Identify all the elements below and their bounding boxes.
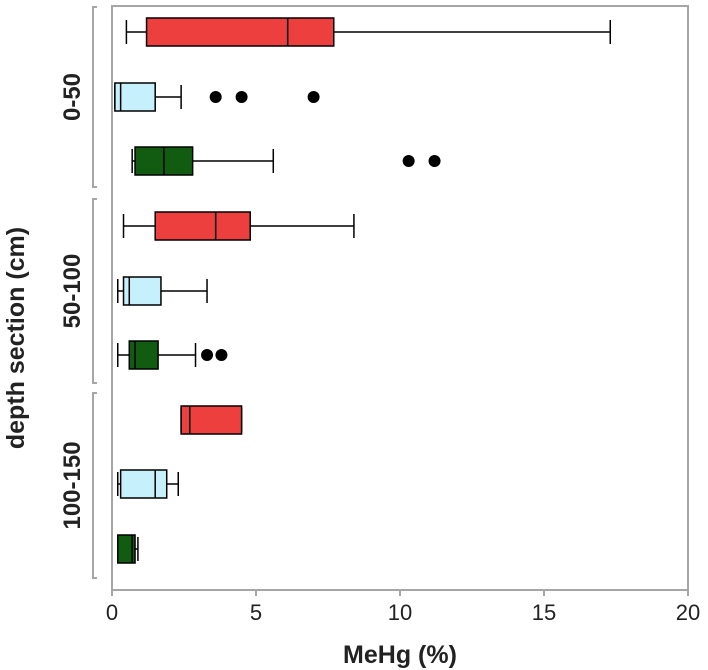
plot-frame xyxy=(111,5,689,591)
box-0-50-light-blue xyxy=(114,82,320,112)
iqr-box xyxy=(117,534,136,564)
group-label: 100-150 xyxy=(59,441,86,529)
outlier-point xyxy=(235,91,248,103)
group-bracket xyxy=(92,392,97,579)
outlier-point xyxy=(201,349,214,361)
x-tick-label: 5 xyxy=(250,600,262,625)
iqr-box xyxy=(128,340,159,370)
x-tick-label: 0 xyxy=(106,600,118,625)
group-bracket xyxy=(92,198,97,384)
box-50-100-red xyxy=(122,211,355,241)
outlier-point xyxy=(209,91,222,103)
box-0-50-red xyxy=(125,17,611,47)
x-tick-label: 10 xyxy=(388,600,412,625)
outlier-point xyxy=(402,155,415,167)
iqr-box xyxy=(154,211,251,241)
iqr-box xyxy=(145,17,335,47)
x-axis-title: MeHg (%) xyxy=(343,641,457,669)
group-label: 50-100 xyxy=(59,254,86,329)
y-axis-title: depth section (cm) xyxy=(2,227,30,449)
outlier-point xyxy=(215,349,228,361)
x-tick-label: 15 xyxy=(532,600,556,625)
box-100-150-light-blue xyxy=(117,469,179,499)
boxes xyxy=(114,17,611,564)
group-brackets: 0-50 50-100 100-150 xyxy=(59,6,97,579)
outlier-point xyxy=(307,91,320,103)
x-tick-label: 20 xyxy=(676,600,700,625)
x-axis: 0 5 10 15 20 xyxy=(106,590,700,625)
iqr-box xyxy=(119,469,168,499)
box-100-150-red xyxy=(180,405,243,435)
group-bracket xyxy=(92,6,97,188)
outlier-point xyxy=(428,155,441,167)
box-0-50-green xyxy=(131,146,441,176)
box-100-150-green xyxy=(117,534,139,564)
iqr-box xyxy=(114,82,156,112)
box-50-100-green xyxy=(117,340,228,370)
group-label: 0-50 xyxy=(59,73,86,121)
iqr-box xyxy=(180,405,243,435)
box-50-100-light-blue xyxy=(117,276,208,306)
